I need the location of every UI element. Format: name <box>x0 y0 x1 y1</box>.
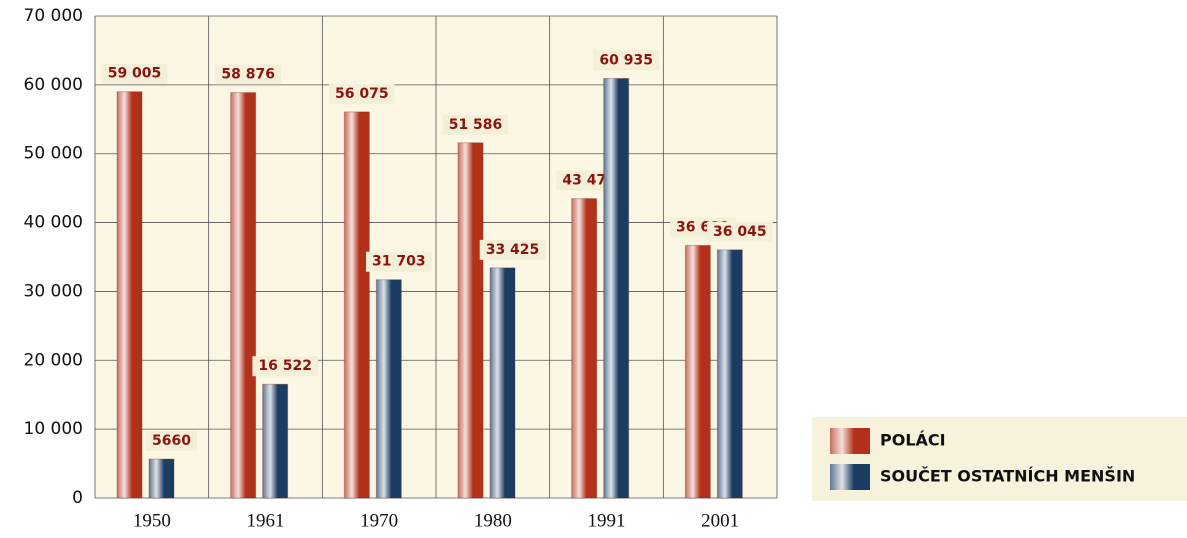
bar <box>262 383 289 499</box>
x-tick-label: 1970 <box>360 510 398 531</box>
x-tick-label: 2001 <box>701 510 739 531</box>
value-label: 51 586 <box>449 117 503 133</box>
value-label: 36 045 <box>713 224 767 240</box>
value-label-bg <box>146 431 197 452</box>
value-label: 33 425 <box>486 242 540 258</box>
value-label: 59 005 <box>108 66 162 82</box>
bar <box>457 142 484 499</box>
y-tick-label: 30 000 <box>24 281 83 301</box>
bar <box>148 458 175 499</box>
bar <box>116 91 143 499</box>
value-label: 43 479 <box>562 173 616 189</box>
bar <box>571 198 598 499</box>
value-label: 56 075 <box>335 86 389 102</box>
y-tick-label: 50 000 <box>24 144 83 164</box>
value-label-bg <box>366 251 432 272</box>
value-label-bg <box>215 64 281 85</box>
y-tick-label: 20 000 <box>24 350 83 370</box>
bar <box>489 267 516 499</box>
x-tick-label: 1961 <box>247 510 285 531</box>
y-tick-label: 60 000 <box>24 75 83 95</box>
legend-swatch <box>830 428 870 454</box>
value-label-bg <box>329 83 395 104</box>
y-tick-label: 40 000 <box>24 213 83 233</box>
x-tick-label: 1950 <box>133 510 171 531</box>
legend-label: SOUČET OSTATNÍCH MENŠIN <box>880 467 1135 486</box>
bar <box>684 244 711 499</box>
value-label: 5660 <box>152 433 191 449</box>
value-label: 58 876 <box>221 67 275 83</box>
value-label: 31 703 <box>372 254 426 270</box>
value-label-bg <box>707 221 773 242</box>
x-tick-label: 1991 <box>588 510 626 531</box>
y-tick-label: 70 000 <box>24 6 83 26</box>
value-label-bg <box>252 356 318 377</box>
legend-label: POLÁCI <box>880 431 946 450</box>
bar <box>603 77 630 499</box>
bar <box>716 249 743 499</box>
bar <box>343 111 370 499</box>
y-tick-label: 0 <box>72 488 83 508</box>
value-label: 60 935 <box>599 52 653 68</box>
value-label-bg <box>442 114 509 135</box>
y-tick-label: 10 000 <box>24 419 83 439</box>
value-label-bg <box>101 63 168 84</box>
value-label: 16 522 <box>258 358 312 374</box>
bar <box>230 92 257 499</box>
x-tick-label: 1980 <box>474 510 512 531</box>
legend-box <box>812 417 1187 501</box>
value-label-bg <box>593 50 659 71</box>
legend-swatch <box>830 464 870 490</box>
bar <box>375 279 402 499</box>
value-label-bg <box>479 239 546 260</box>
